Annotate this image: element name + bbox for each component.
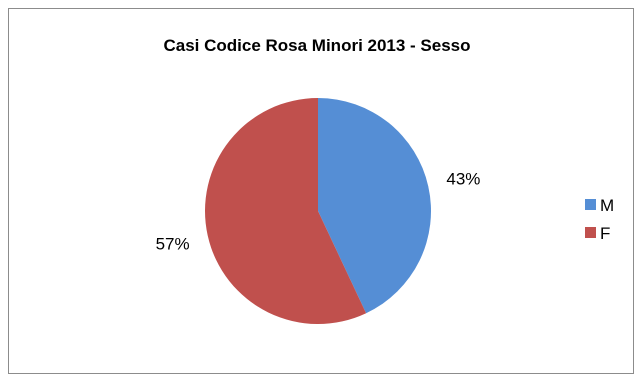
data-label-m: 43% bbox=[446, 169, 480, 188]
chart-title: Casi Codice Rosa Minori 2013 - Sesso bbox=[163, 36, 470, 55]
data-label-f: 57% bbox=[156, 235, 190, 254]
pie-slice-m bbox=[318, 98, 432, 314]
legend-swatch-f bbox=[585, 227, 596, 238]
legend-label-f: F bbox=[600, 224, 610, 243]
pie-slice-f bbox=[205, 98, 367, 324]
legend-label-m: M bbox=[600, 196, 614, 215]
legend: MF bbox=[585, 196, 614, 243]
data-labels: 43% 57% bbox=[156, 169, 481, 253]
legend-swatch-m bbox=[585, 199, 596, 210]
pie-slices bbox=[205, 98, 432, 324]
